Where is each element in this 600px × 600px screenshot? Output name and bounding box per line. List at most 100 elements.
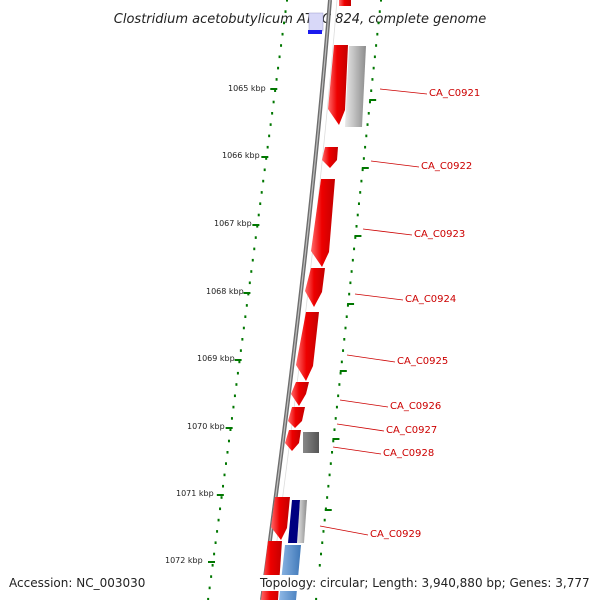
scale-dot <box>321 541 324 544</box>
gene-arrow-ca-c0928 <box>285 430 301 451</box>
gene-arrow-ca-c0924 <box>305 268 325 307</box>
scale-dot <box>230 417 233 420</box>
scale-dot <box>351 258 354 262</box>
scale-dot <box>248 281 251 285</box>
kbp-label-1069: 1069 kbp <box>197 354 235 363</box>
gene-label-ca-c0929[interactable]: CA_C0929 <box>370 529 421 540</box>
scale-dot <box>368 100 371 104</box>
scale-dot <box>242 326 245 330</box>
scale-dot <box>262 179 265 183</box>
scale-dot <box>286 0 288 2</box>
scale-dot <box>269 123 272 126</box>
scale-dot <box>315 597 318 600</box>
scale-dot <box>281 32 284 36</box>
scale-dot <box>274 89 277 92</box>
scale-dot <box>367 112 370 115</box>
gene-arrow-ca-c0927 <box>288 407 305 428</box>
scale-dot <box>320 552 323 556</box>
scale-dot <box>328 473 331 477</box>
scale-dot <box>373 55 376 59</box>
map-title: Clostridium acetobutylicum ATCC 824, com… <box>114 12 486 27</box>
gene-label-ca-c0923[interactable]: CA_C0923 <box>414 229 465 240</box>
scale-dot <box>353 247 356 251</box>
kbp-scale: 1065 kbp 1066 kbp 1067 kbp 1068 kbp 1069… <box>165 84 266 565</box>
gene-label-ca-c0922[interactable]: CA_C0922 <box>421 161 472 172</box>
scale-dot <box>355 225 358 228</box>
scale-dot <box>260 191 263 194</box>
scale-dot <box>378 10 381 13</box>
scale-dot <box>343 338 346 341</box>
gene-label-ca-c0924[interactable]: CA_C0924 <box>405 294 456 305</box>
scale-dot <box>332 439 335 443</box>
scale-dot <box>238 360 241 364</box>
scale-major-tick <box>270 88 278 90</box>
scale-dot <box>327 484 330 488</box>
top-features <box>308 0 351 34</box>
scale-dot <box>214 541 217 544</box>
scale-dot <box>371 78 374 81</box>
scale-dot <box>323 518 326 522</box>
scale-dot <box>380 0 382 2</box>
gene-label-ca-c0927[interactable]: CA_C0927 <box>386 425 437 436</box>
scale-dot <box>356 213 359 217</box>
scale-dot <box>280 44 283 47</box>
gene-feature-dark-blue <box>288 500 300 543</box>
gene-label-ca-c0921[interactable]: CA_C0921 <box>429 88 480 99</box>
scale-dot <box>342 349 345 352</box>
scale-dot <box>236 371 239 375</box>
scale-dot <box>278 55 281 59</box>
scale-dot <box>233 394 236 398</box>
scale-dot <box>318 564 321 567</box>
gene-feature-reverse-strand <box>345 46 366 127</box>
scale-dot <box>207 597 210 600</box>
gene-feature-light-blue <box>279 545 301 600</box>
gene-arrow-ca-c0921 <box>328 45 348 125</box>
scale-dot <box>344 326 347 330</box>
scale-major-tick <box>369 99 377 101</box>
scale-ring-inner <box>315 0 382 600</box>
scale-major-tick <box>216 494 224 496</box>
scale-dot <box>265 157 268 160</box>
scale-dot <box>219 507 222 511</box>
scale-major-tick <box>339 370 347 372</box>
kbp-label-1070: 1070 kbp <box>187 422 225 431</box>
gene-labels: CA_C0921 CA_C0922 CA_C0923 CA_C0924 CA_C… <box>370 88 480 540</box>
scale-major-tick <box>208 561 216 563</box>
scale-dot <box>372 66 375 70</box>
scale-dot <box>334 417 337 420</box>
scale-dot <box>357 202 360 205</box>
gene-label-ca-c0926[interactable]: CA_C0926 <box>390 401 441 412</box>
scale-major-tick <box>252 224 260 226</box>
scale-dot <box>335 405 338 409</box>
scale-dot <box>275 78 278 81</box>
scale-dot <box>216 530 219 533</box>
scale-dot <box>222 484 225 488</box>
scale-dot <box>211 564 214 567</box>
scale-dot <box>340 360 343 364</box>
kbp-label-1066: 1066 kbp <box>222 151 260 160</box>
scale-dot <box>210 575 213 578</box>
scale-dot <box>268 134 271 138</box>
scale-dot <box>360 179 363 183</box>
scale-dot <box>227 439 230 443</box>
gene-label-ca-c0928[interactable]: CA_C0928 <box>383 448 434 459</box>
scale-dot <box>349 281 352 285</box>
kbp-label-1071: 1071 kbp <box>176 489 214 498</box>
kbp-label-1067: 1067 kbp <box>214 219 252 228</box>
scale-ring-outer <box>207 0 288 600</box>
gene-features <box>261 45 366 600</box>
scale-dot <box>220 496 223 499</box>
gene-arrow-ca-c0926 <box>291 382 309 406</box>
scale-dot <box>259 202 262 205</box>
gene-arrow-ca-c0922 <box>322 147 338 168</box>
scale-dot <box>235 383 238 386</box>
scale-dot <box>239 349 242 352</box>
scale-dot <box>251 258 254 262</box>
scale-major-tick <box>354 235 362 237</box>
scale-dot <box>348 292 351 296</box>
scale-dot <box>208 586 211 590</box>
accession-info: Accession: NC_003030 <box>7 575 148 591</box>
gene-label-ca-c0925[interactable]: CA_C0925 <box>397 356 448 367</box>
scale-major-tick <box>234 359 242 361</box>
